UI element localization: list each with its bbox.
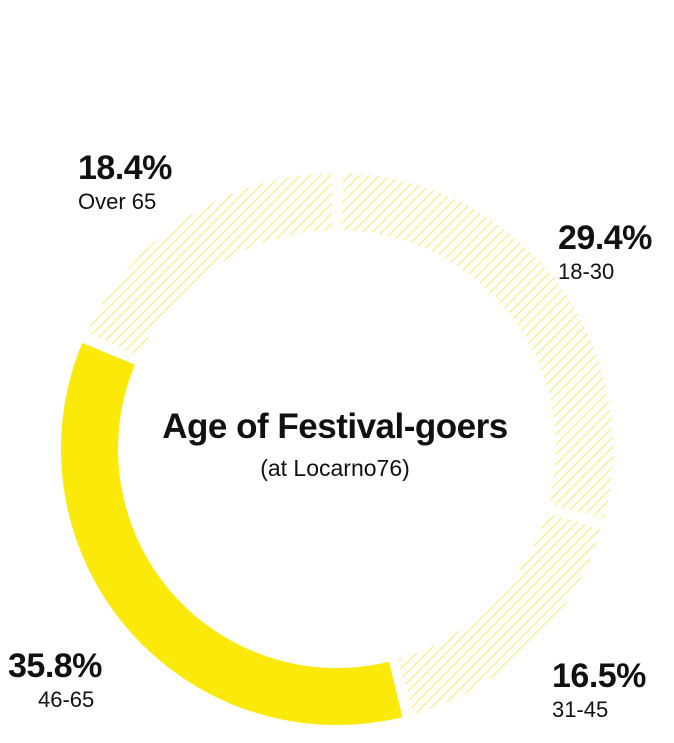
chart-title: Age of Festival-goers — [162, 407, 508, 446]
slice-label-over-65: 18.4% Over 65 — [78, 149, 172, 216]
slice-value-label: 18.4% — [78, 149, 172, 187]
slice-category-label: 18-30 — [558, 259, 615, 285]
slice-value-label: 35.8% — [8, 647, 102, 685]
donut-slice-18-30 — [341, 173, 613, 519]
slice-value-label: 29.4% — [558, 219, 652, 257]
donut-slice-over-65 — [86, 173, 333, 357]
donut-slice-31-45 — [397, 512, 602, 715]
slice-value-label: 16.5% — [552, 657, 646, 695]
slice-category-label: 46-65 — [38, 687, 95, 713]
slice-label-31-45: 16.5% 31-45 — [552, 657, 646, 724]
slice-category-label: 31-45 — [552, 697, 609, 723]
donut-slices — [61, 173, 613, 725]
slice-label-18-30: 29.4% 18-30 — [558, 219, 652, 286]
donut-slice-46-65 — [61, 342, 403, 725]
slice-label-46-65: 35.8% 46-65 — [8, 647, 102, 714]
chart-subtitle: (at Locarno76) — [260, 455, 410, 481]
slice-category-label: Over 65 — [78, 189, 157, 215]
